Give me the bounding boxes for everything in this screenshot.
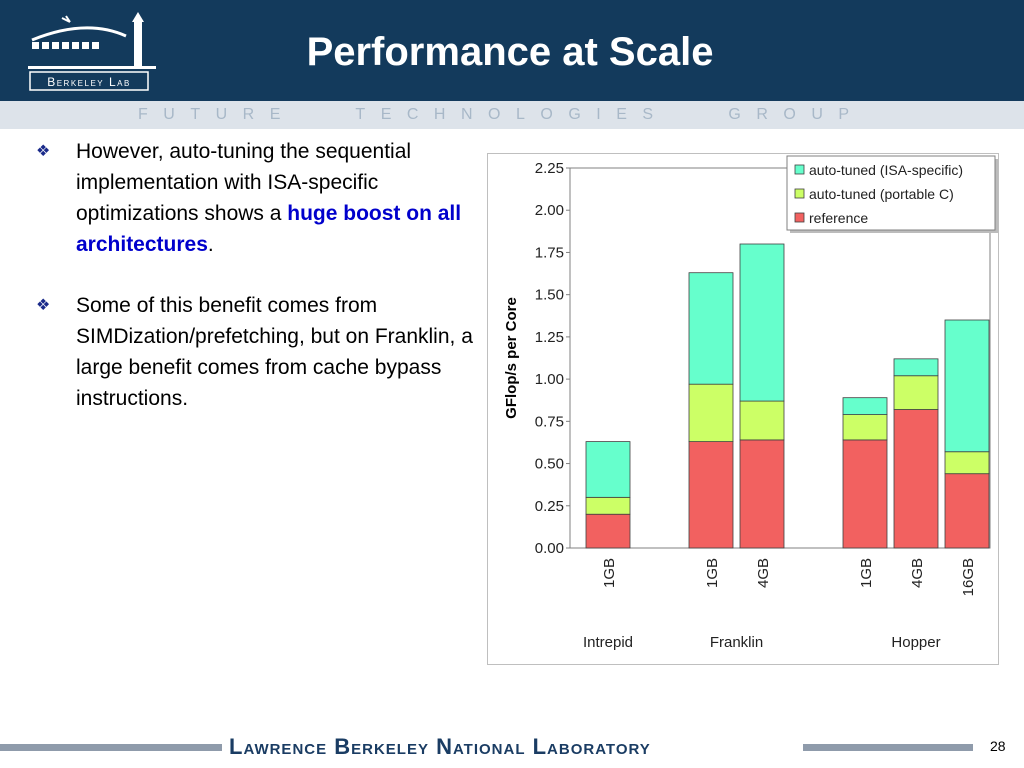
bar-segment	[739, 243, 785, 402]
legend-label: reference	[809, 210, 868, 226]
y-tick-label: 0.00	[535, 540, 564, 557]
bullet-item: ❖ However, auto-tuning the sequential im…	[36, 136, 476, 260]
legend-swatch	[794, 212, 805, 223]
y-tick-label: 2.00	[535, 202, 564, 219]
legend-swatch	[794, 164, 805, 175]
y-tick-label: 1.00	[535, 371, 564, 388]
footer-rule-right	[803, 744, 973, 751]
group-banner-text: FUTURE TECHNOLOGIES GROUP	[138, 106, 865, 123]
y-tick-label: 2.25	[535, 160, 564, 177]
bar-segment	[893, 409, 939, 549]
footer-lab-name: Lawrence Berkeley National Laboratory	[229, 734, 651, 759]
bullet-item: ❖ Some of this benefit comes from SIMDiz…	[36, 290, 476, 414]
footer-rule-left	[0, 744, 222, 751]
page-number: 28	[990, 738, 1006, 754]
y-tick-label: 0.50	[535, 456, 564, 473]
bar-segment	[688, 441, 734, 549]
slide-header: Berkeley Lab Performance at Scale	[0, 0, 1024, 101]
y-tick-label: 1.50	[535, 287, 564, 304]
legend-box	[786, 155, 996, 231]
y-axis-label: GFlop/s per Core	[503, 297, 520, 419]
bar-segment	[944, 451, 990, 475]
bullet-text: However, auto-tuning the sequential impl…	[76, 140, 412, 225]
legend-label: auto-tuned (portable C)	[809, 186, 954, 202]
berkeley-lab-logo: Berkeley Lab	[28, 12, 156, 91]
bullet-text: Some of this benefit comes from SIMDizat…	[76, 294, 473, 410]
y-tick-label: 0.75	[535, 413, 564, 430]
chart-frame: 0.00 0.25 0.50 0.75 1.00 1.25 1.50 1.75 2.00 2.25…	[487, 153, 999, 665]
y-tick-label: 1.75	[535, 244, 564, 261]
slide-title: Performance at Scale	[306, 30, 714, 74]
x-tick-label: 1GB	[601, 558, 618, 588]
bar-segment	[739, 400, 785, 441]
bar-segment	[944, 319, 990, 453]
group-label: Franklin	[710, 634, 763, 651]
group-label: Hopper	[891, 634, 940, 651]
bar-segment	[585, 513, 631, 549]
x-tick-label: 1GB	[704, 558, 721, 588]
bar-segment	[688, 272, 734, 385]
y-tick-label: 1.25	[535, 329, 564, 346]
y-tick-label: 0.25	[535, 498, 564, 515]
legend-swatch	[794, 188, 805, 199]
bar-segment	[842, 397, 888, 415]
legend-label: auto-tuned (ISA-specific)	[809, 162, 963, 178]
bullet-list: ❖ However, auto-tuning the sequential im…	[36, 136, 476, 444]
bar-segment	[944, 473, 990, 549]
x-tick-label: 1GB	[858, 558, 875, 588]
bar-segment	[842, 414, 888, 441]
bullet-highlight: huge boost on all architectures	[76, 202, 462, 256]
bar-segment	[688, 383, 734, 443]
diamond-bullet-icon: ❖	[36, 297, 51, 314]
x-tick-label: 4GB	[755, 558, 772, 588]
svg-text:Berkeley Lab: Berkeley Lab	[47, 75, 131, 89]
bar-segment	[739, 439, 785, 549]
diamond-bullet-icon: ❖	[36, 143, 51, 160]
bar-segment	[842, 439, 888, 549]
bar-segment	[893, 375, 939, 410]
bar-segment	[585, 496, 631, 515]
x-tick-label: 4GB	[909, 558, 926, 588]
bar-segment	[893, 358, 939, 377]
group-banner: FUTURE TECHNOLOGIES GROUP	[0, 101, 1024, 129]
bullet-text-end: .	[207, 233, 214, 256]
group-label: Intrepid	[583, 634, 633, 651]
x-tick-label: 16GB	[960, 558, 977, 596]
stacked-bar-chart: 0.00 0.25 0.50 0.75 1.00 1.25 1.50 1.75 2.00 2.25…	[503, 155, 998, 651]
bar-segment	[585, 441, 631, 498]
